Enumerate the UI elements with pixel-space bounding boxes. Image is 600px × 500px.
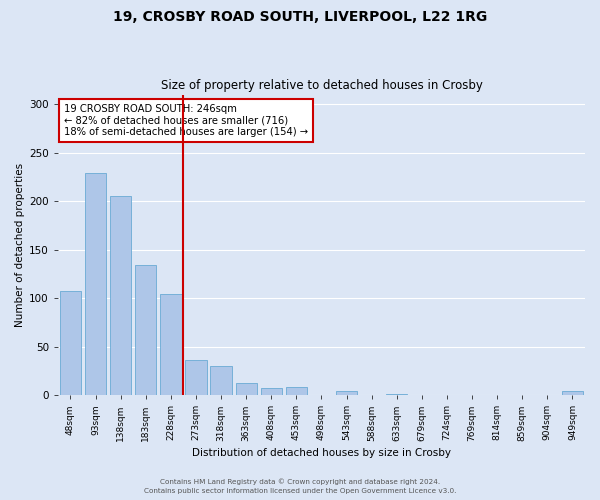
Bar [185, 360, 206, 395]
Bar [211, 366, 232, 395]
Bar [260, 388, 282, 395]
Bar [386, 394, 407, 395]
Y-axis label: Number of detached properties: Number of detached properties [15, 163, 25, 327]
Bar [110, 196, 131, 395]
Bar [236, 382, 257, 395]
Bar [336, 392, 357, 395]
X-axis label: Distribution of detached houses by size in Crosby: Distribution of detached houses by size … [192, 448, 451, 458]
Bar [160, 294, 182, 395]
Bar [135, 265, 157, 395]
Text: 19 CROSBY ROAD SOUTH: 246sqm
← 82% of detached houses are smaller (716)
18% of s: 19 CROSBY ROAD SOUTH: 246sqm ← 82% of de… [64, 104, 308, 137]
Bar [85, 173, 106, 395]
Title: Size of property relative to detached houses in Crosby: Size of property relative to detached ho… [161, 79, 482, 92]
Text: Contains HM Land Registry data © Crown copyright and database right 2024.
Contai: Contains HM Land Registry data © Crown c… [144, 478, 456, 494]
Bar [60, 292, 81, 395]
Text: 19, CROSBY ROAD SOUTH, LIVERPOOL, L22 1RG: 19, CROSBY ROAD SOUTH, LIVERPOOL, L22 1R… [113, 10, 487, 24]
Bar [286, 388, 307, 395]
Bar [562, 392, 583, 395]
